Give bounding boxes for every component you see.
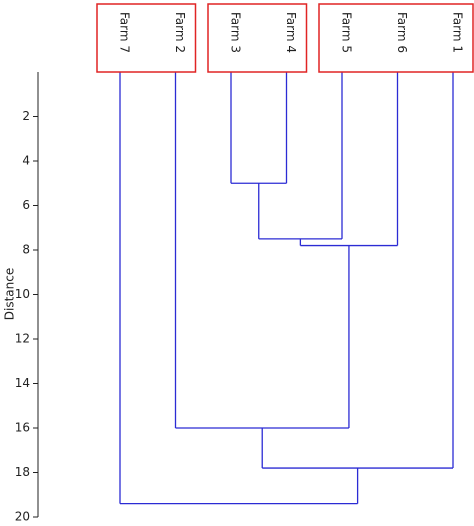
- leaf-label: Farm 4: [284, 12, 298, 53]
- y-tick-label: 14: [15, 376, 30, 390]
- group-box: [318, 3, 474, 73]
- leaf-label: Farm 2: [173, 12, 187, 53]
- y-tick-label: 12: [15, 332, 30, 346]
- y-tick-label: 18: [15, 465, 30, 479]
- group-box: [207, 3, 308, 73]
- leaf-label: Farm 7: [118, 12, 132, 53]
- y-tick-label: 16: [15, 421, 30, 435]
- y-tick-label: 8: [22, 243, 30, 257]
- y-tick-label: 20: [15, 510, 30, 524]
- leaf-label: Farm 5: [340, 12, 354, 53]
- group-box: [96, 3, 197, 73]
- y-tick-label: 10: [15, 287, 30, 301]
- leaf-label: Farm 1: [451, 12, 465, 53]
- y-tick-label: 2: [22, 109, 30, 123]
- y-tick-label: 4: [22, 154, 30, 168]
- leaf-label: Farm 6: [395, 12, 409, 53]
- leaf-label: Farm 3: [229, 12, 243, 53]
- y-tick-label: 6: [22, 198, 30, 212]
- y-axis-label: Distance: [3, 268, 17, 320]
